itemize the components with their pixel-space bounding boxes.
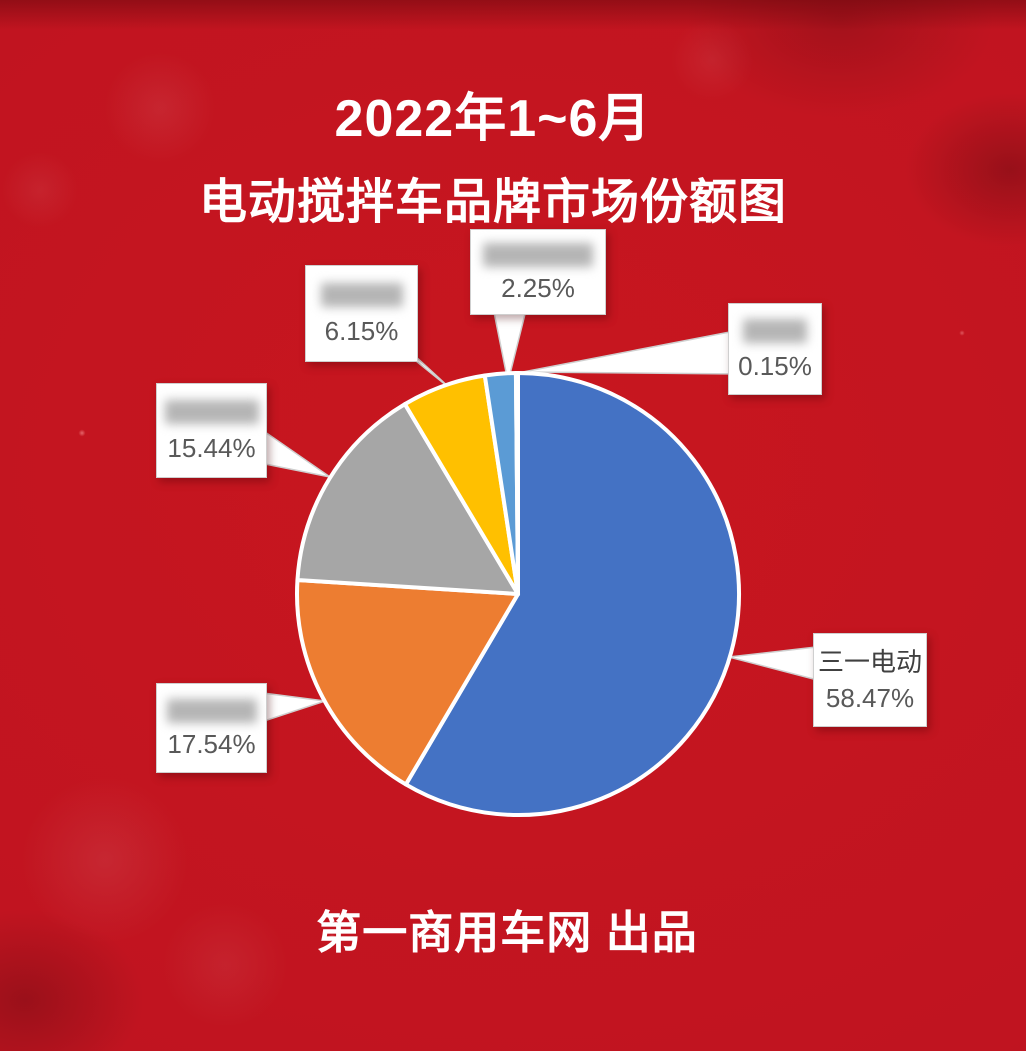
callout-sanyi-diandong: 三一电动 58.47% — [813, 633, 927, 727]
pie-slice-0-15 — [513, 371, 520, 596]
percent-label: 15.44% — [167, 432, 256, 463]
callout-17-54: 17.54% — [156, 683, 267, 773]
redacted-brand-label — [320, 283, 403, 307]
percent-label: 6.15% — [324, 316, 399, 346]
callout-6-15: 6.15% — [305, 265, 418, 362]
percent-label: 58.47% — [825, 682, 915, 713]
redacted-brand-label — [166, 698, 257, 723]
redacted-brand-label — [483, 243, 593, 268]
callout-pointer-0-15 — [522, 329, 741, 375]
pie-slice-15-44 — [295, 402, 520, 596]
callout-15-44: 15.44% — [156, 383, 267, 478]
redacted-brand-label — [743, 319, 807, 344]
footer-credit: 第一商用车网 出品 — [316, 907, 698, 958]
pie-slice-sanyi-58-47 — [403, 371, 741, 817]
percent-label: 17.54% — [167, 729, 256, 760]
callout-pointer-sanyi — [728, 645, 826, 683]
callout-0-15: 0.15% — [728, 303, 822, 395]
percent-label: 2.25% — [501, 272, 575, 303]
chart-title-line1: 2022年1~6月 — [334, 90, 652, 148]
callout-2-25: 2.25% — [470, 229, 606, 315]
chart-title-line2: 电动搅拌车品牌市场份额图 — [198, 176, 787, 229]
percent-label: 0.15% — [738, 350, 812, 381]
brand-label: 三一电动 — [818, 647, 923, 678]
pie-slice-17-54 — [295, 577, 520, 787]
redacted-brand-label — [164, 400, 259, 425]
